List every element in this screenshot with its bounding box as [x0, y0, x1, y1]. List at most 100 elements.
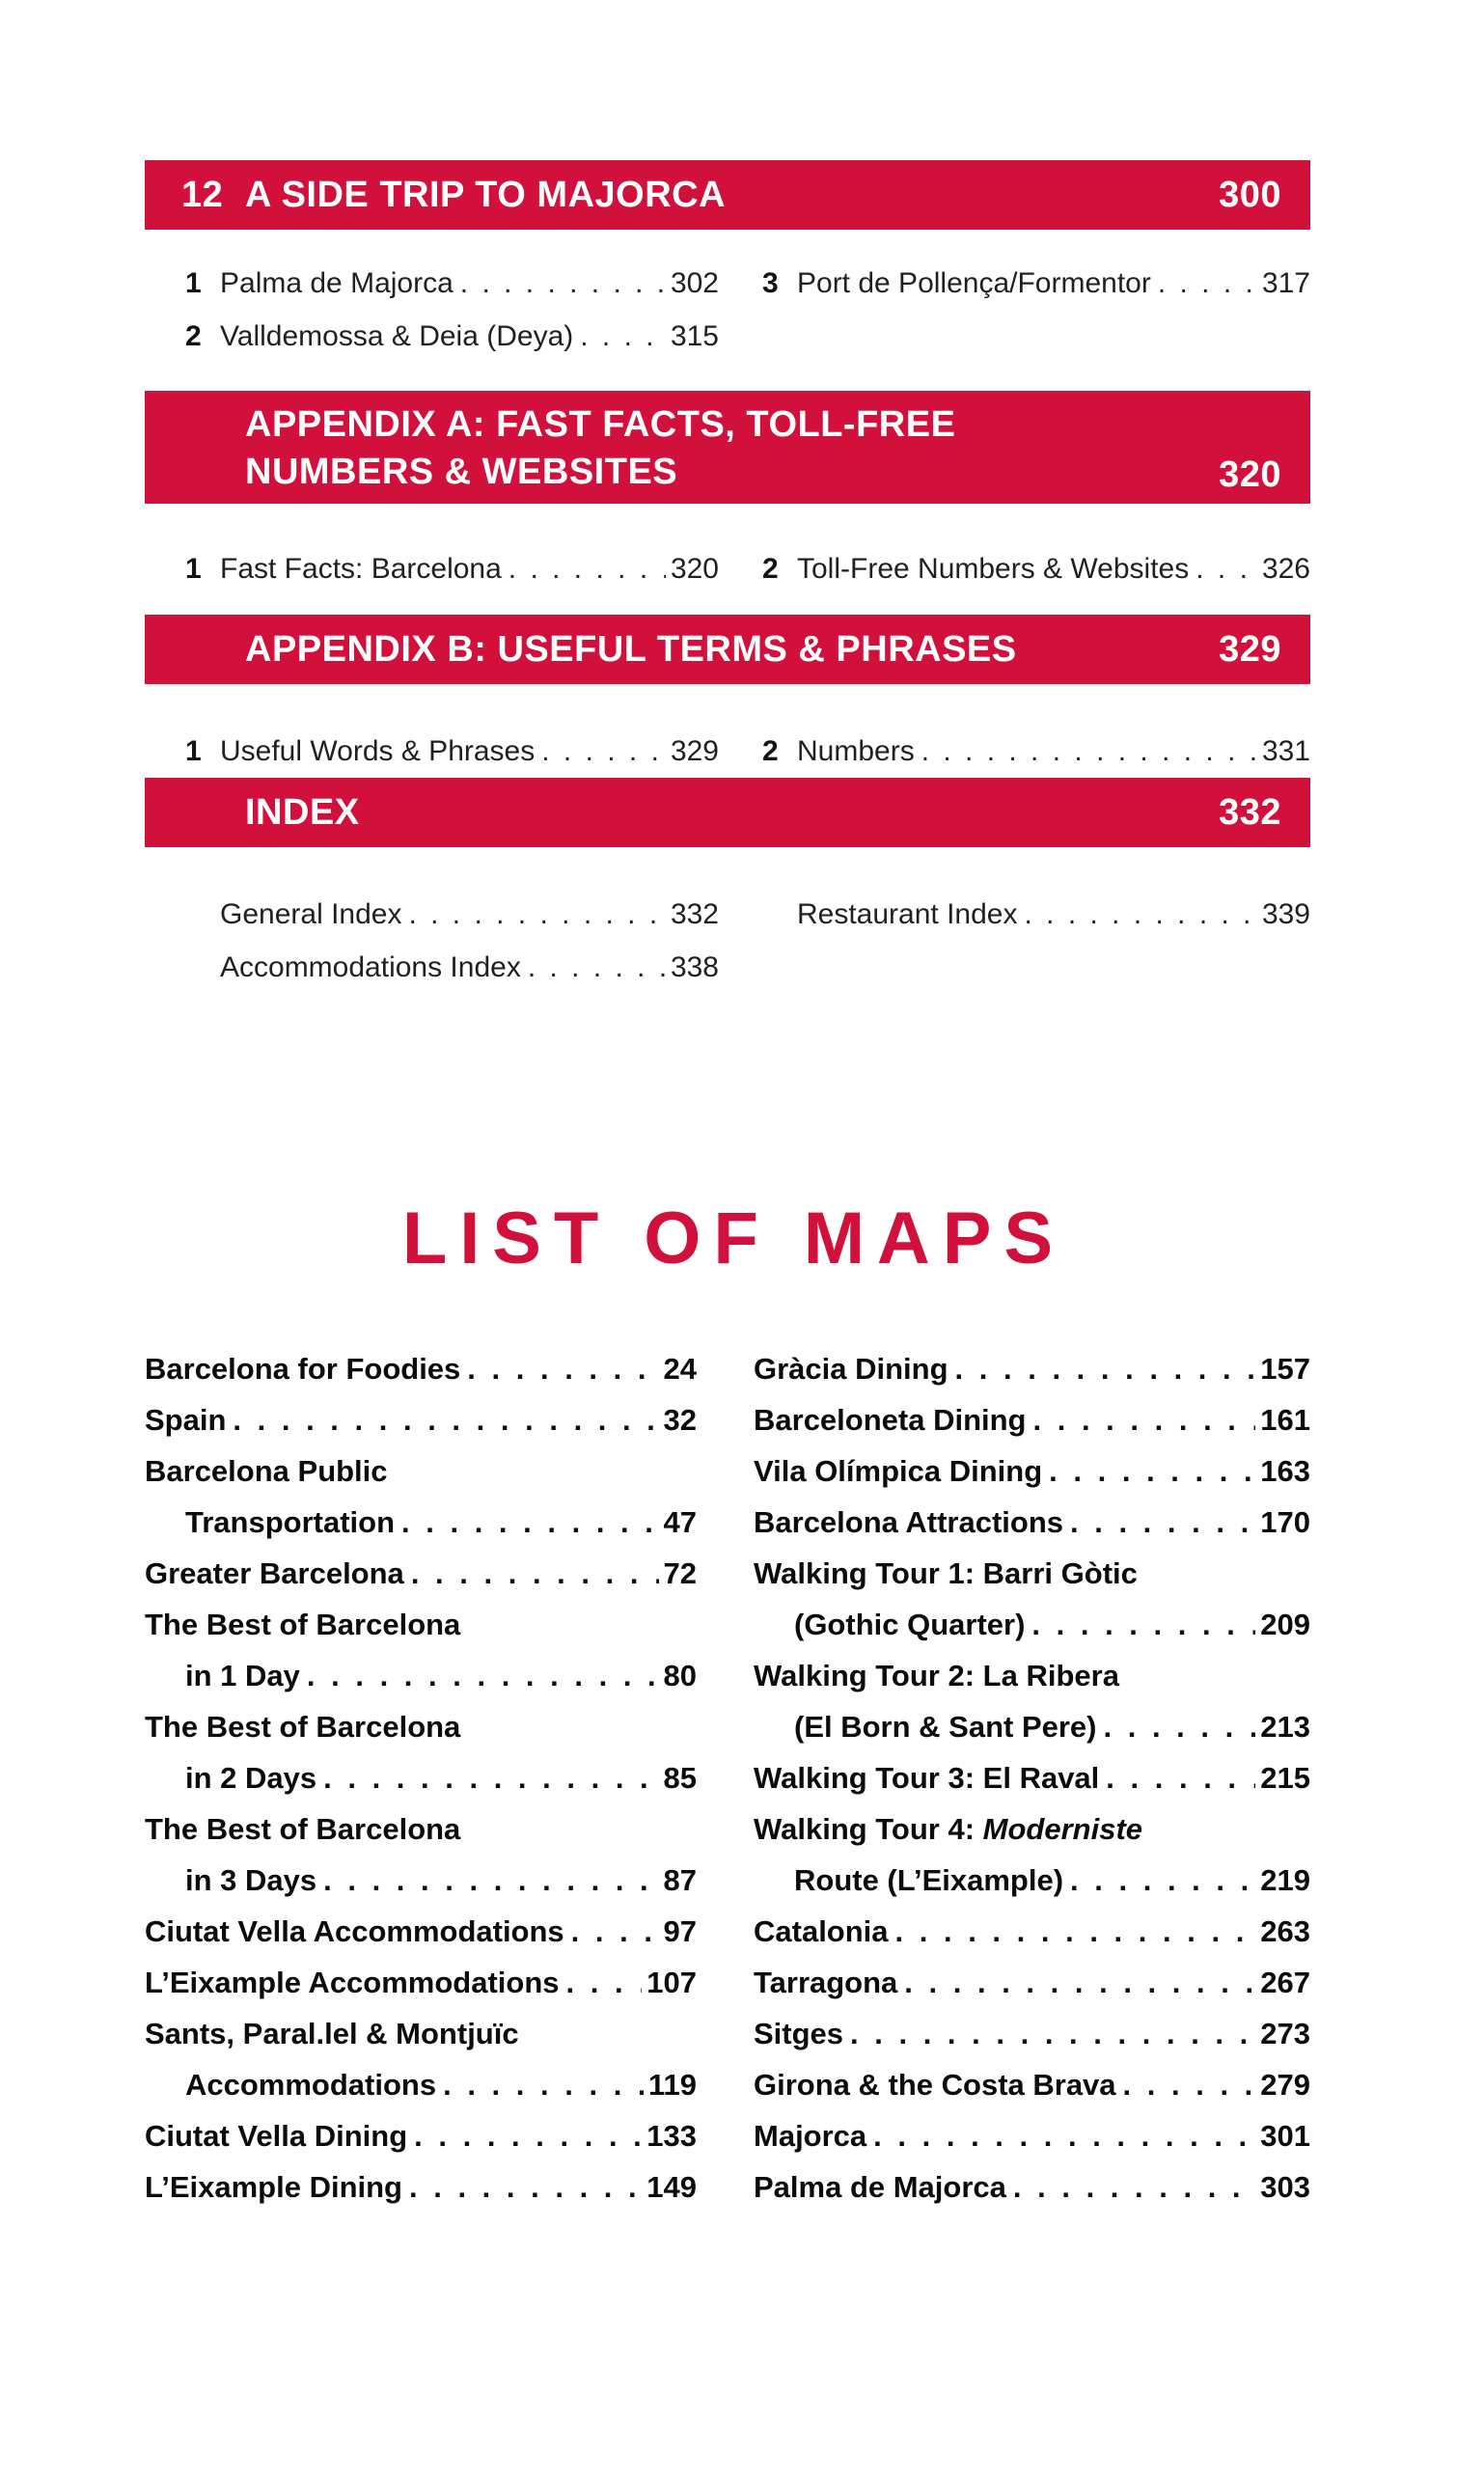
map-page: 47	[663, 1505, 697, 1539]
map-entry: Barcelona Attractions . . . . . . . . . …	[754, 1497, 1310, 1548]
map-label-line2-row: Accommodations . . . . . . . . . . . . .…	[145, 2059, 697, 2110]
entry-label: Restaurant Index	[797, 898, 1018, 930]
map-label: Majorca	[754, 2119, 867, 2153]
map-page: 273	[1260, 2017, 1310, 2050]
dot-leader: . . . . . . . . . . . . . . . . . . . . …	[401, 1505, 659, 1539]
map-label-line1: Sants, Paral.lel & Montjuïc	[145, 2017, 519, 2050]
map-entry: Walking Tour 4: Moderniste Route (L’Eixa…	[754, 1803, 1310, 1906]
map-label-line1: Walking Tour 4: Moderniste	[754, 1803, 1310, 1855]
entry-page: 317	[1261, 267, 1310, 299]
entry-page: 302	[670, 267, 719, 299]
dot-leader: . . . . . . . . . . . . . . . . . . . . …	[1106, 1761, 1255, 1795]
map-label-line1: Barcelona Public	[145, 1454, 388, 1488]
toc-entry: Restaurant Index . . . . . . . . . . . .…	[762, 888, 1310, 941]
toc-entry: 2 Valldemossa & Deia (Deya) . . . . . . …	[185, 310, 719, 363]
map-label: Sitges	[754, 2017, 844, 2050]
map-entry: The Best of Barcelona in 1 Day . . . . .…	[145, 1599, 697, 1701]
map-label-line2-row: in 2 Days . . . . . . . . . . . . . . . …	[145, 1752, 697, 1803]
appendix-a-title-line1: APPENDIX A: FAST FACTS, TOLL-FREE	[245, 404, 956, 445]
map-label-line2-row: (El Born & Sant Pere) . . . . . . . . . …	[754, 1701, 1310, 1752]
map-page: 163	[1260, 1454, 1310, 1488]
dot-leader: . . . . . . . . . . . . . . . . . . . . …	[1031, 1608, 1255, 1641]
entry-page: 339	[1261, 898, 1310, 930]
index-header-bar: INDEX 332	[145, 778, 1310, 847]
appendix-a-start-page: 320	[1219, 454, 1281, 495]
map-label-line2-row: (Gothic Quarter) . . . . . . . . . . . .…	[754, 1599, 1310, 1650]
entry-label: Toll-Free Numbers & Websites	[797, 553, 1190, 585]
map-entry: The Best of Barcelona in 3 Days . . . . …	[145, 1803, 697, 1906]
entries-right-column: 3 Port de Pollença/Formentor . . . . . .…	[762, 257, 1310, 363]
entry-number: 2	[185, 320, 202, 352]
map-page: 215	[1260, 1761, 1310, 1795]
dot-leader: . . . . . . . . . . . . . . . . . . . . …	[410, 1556, 659, 1590]
appendix-b-entries: 1 Useful Words & Phrases . . . . . . . .…	[185, 725, 1310, 778]
map-entry: Sants, Paral.lel & Montjuïc Accommodatio…	[145, 2008, 697, 2110]
map-label: Palma de Majorca	[754, 2170, 1006, 2204]
list-of-maps-title: LIST OF MAPS	[401, 1197, 1065, 1279]
map-label: Walking Tour 3: El Raval	[754, 1761, 1100, 1795]
toc-entry: 2 Numbers . . . . . . . . . . . . . . . …	[762, 725, 1310, 778]
entry-number: 3	[762, 267, 779, 299]
appendix-a-title-line2: NUMBERS & WEBSITES	[245, 452, 678, 492]
entry-page: 326	[1261, 553, 1310, 585]
map-page: 119	[647, 2068, 697, 2102]
entry-page: 329	[670, 735, 719, 767]
map-label-line2: in 2 Days	[185, 1761, 317, 1795]
map-entry: Vila Olímpica Dining . . . . . . . . . .…	[754, 1445, 1310, 1497]
map-label: Ciutat Vella Accommodations	[145, 1914, 564, 1948]
entries-right-column: 2 Numbers . . . . . . . . . . . . . . . …	[762, 725, 1310, 778]
dot-leader: . . . . . . . . . . . . . . . . . . . . …	[904, 1966, 1255, 1999]
dot-leader: . . . . . . . . . . . . . . . . . . . . …	[408, 898, 665, 930]
map-page: 157	[1260, 1352, 1310, 1386]
dot-leader: . . . . . . . . . . . . . . . . . . . . …	[306, 1659, 659, 1692]
dot-leader: . . . . . . . . . . . . . . . . . . . . …	[508, 553, 666, 585]
dot-leader: . . . . . . . . . . . . . . . . . . . . …	[1070, 1863, 1255, 1897]
dot-leader: . . . . . . . . . . . . . . . . . . . . …	[323, 1761, 658, 1795]
dot-leader: . . . . . . . . . . . . . . . . . . . . …	[443, 2068, 644, 2102]
entries-right-column: 2 Toll-Free Numbers & Websites . . . . .…	[762, 542, 1310, 595]
entries-left-column: General Index . . . . . . . . . . . . . …	[185, 888, 719, 994]
entry-number: 1	[185, 267, 202, 299]
chapter-title: A SIDE TRIP TO MAJORCA	[245, 174, 727, 215]
map-entry: Walking Tour 2: La Ribera (El Born & San…	[754, 1650, 1310, 1752]
entry-number: 2	[762, 735, 779, 767]
toc-entry: 3 Port de Pollença/Formentor . . . . . .…	[762, 257, 1310, 310]
map-label-line1: Walking Tour 1: Barri Gòtic	[754, 1556, 1138, 1590]
dot-leader: . . . . . . . . . . . . . . . . . . . . …	[921, 735, 1257, 767]
chapter-number: 12	[181, 174, 224, 215]
map-entry: Gràcia Dining . . . . . . . . . . . . . …	[754, 1343, 1310, 1394]
map-label: Tarragona	[754, 1966, 898, 1999]
entry-page: 331	[1261, 735, 1310, 767]
index-start-page: 332	[1219, 791, 1281, 833]
map-page: 72	[663, 1556, 697, 1590]
map-page: 303	[1260, 2170, 1310, 2204]
map-entry: Girona & the Costa Brava . . . . . . . .…	[754, 2059, 1310, 2110]
entry-page: 320	[670, 553, 719, 585]
map-label-line1: The Best of Barcelona	[145, 1812, 461, 1846]
map-label: Barcelona for Foodies	[145, 1352, 461, 1386]
map-label-line2: in 1 Day	[185, 1659, 300, 1692]
dot-leader: . . . . . . . . . . . . . . . . . . . . …	[1024, 898, 1256, 930]
appendix-a-title: APPENDIX A: FAST FACTS, TOLL-FREE NUMBER…	[245, 401, 1219, 496]
map-label-line2-row: Transportation . . . . . . . . . . . . .…	[145, 1497, 697, 1548]
map-page: 170	[1260, 1505, 1310, 1539]
index-title: INDEX	[245, 791, 360, 833]
map-label: L’Eixample Accommodations	[145, 1966, 560, 1999]
dot-leader: . . . . . . . . . . . . . . . . . . . . …	[1103, 1710, 1256, 1744]
map-label-line2: in 3 Days	[185, 1863, 317, 1897]
dot-leader: . . . . . . . . . . . . . . . . . . . . …	[1157, 267, 1257, 299]
map-label: Vila Olímpica Dining	[754, 1454, 1043, 1488]
map-page: 97	[663, 1914, 697, 1948]
map-page: 301	[1260, 2119, 1310, 2153]
map-entry: Walking Tour 1: Barri Gòtic (Gothic Quar…	[754, 1548, 1310, 1650]
map-entry: Sitges . . . . . . . . . . . . . . . . .…	[754, 2008, 1310, 2059]
dot-leader: . . . . . . . . . . . . . . . . . . . . …	[1195, 553, 1257, 585]
dot-leader: . . . . . . . . . . . . . . . . . . . . …	[1070, 1505, 1255, 1539]
entries-right-column: Restaurant Index . . . . . . . . . . . .…	[762, 888, 1310, 994]
maps-left-column: Barcelona for Foodies . . . . . . . . . …	[145, 1343, 697, 2213]
map-label-line1: The Best of Barcelona	[145, 1608, 461, 1641]
map-entry: Walking Tour 3: El Raval . . . . . . . .…	[754, 1752, 1310, 1803]
map-page: 263	[1260, 1914, 1310, 1948]
map-page: 133	[646, 2119, 697, 2153]
entries-left-column: 1 Palma de Majorca . . . . . . . . . . .…	[185, 257, 719, 363]
